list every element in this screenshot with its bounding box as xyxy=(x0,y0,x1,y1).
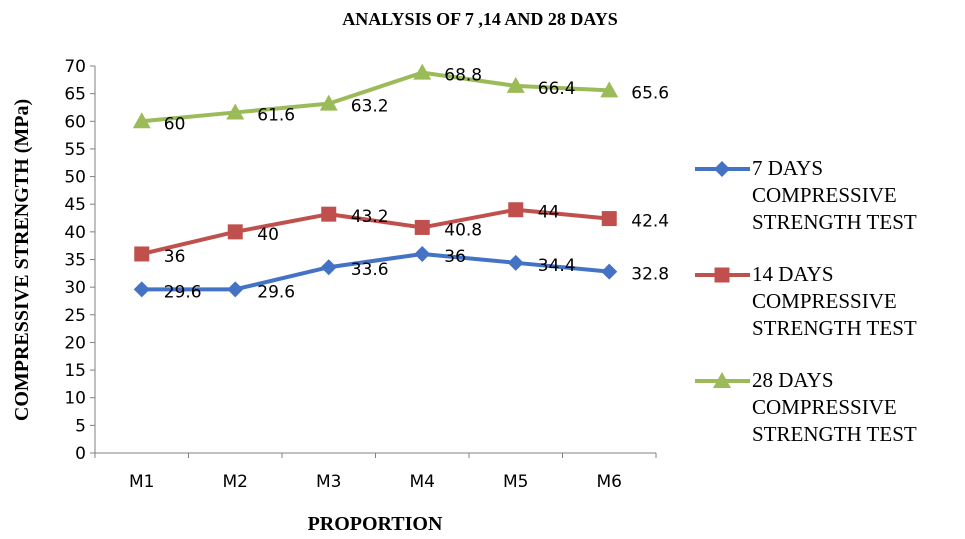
y-tick-label: 30 xyxy=(64,278,86,298)
series-line xyxy=(141,70,610,124)
data-point xyxy=(226,103,245,120)
data-label: 32.8 xyxy=(631,265,669,285)
data-point xyxy=(507,254,524,271)
data-point xyxy=(319,94,338,111)
legend-label: 7 DAYS xyxy=(752,156,823,180)
y-tick-label: 65 xyxy=(64,85,86,105)
legend-label: COMPRESSIVE xyxy=(752,395,897,419)
y-tick-label: 20 xyxy=(64,333,86,353)
series-line xyxy=(141,251,610,292)
y-tick-label: 40 xyxy=(64,223,86,243)
series-2: 36 40 43.2 40.8 44 42.4 xyxy=(134,202,669,267)
data-label: 33.6 xyxy=(351,260,389,280)
y-axis-title: COMPRESSIVE STRENGTH (MPa) xyxy=(11,99,33,421)
y-tick-label: 0 xyxy=(75,444,86,464)
y-tick-label: 50 xyxy=(64,168,86,188)
x-tick-label: M1 xyxy=(129,472,154,492)
legend-label: 28 DAYS xyxy=(752,368,834,392)
data-label: 36 xyxy=(164,247,186,267)
data-label: 63.2 xyxy=(351,97,389,117)
y-tick-label: 25 xyxy=(64,306,86,326)
data-label: 40.8 xyxy=(444,220,482,240)
data-label: 36 xyxy=(444,247,466,267)
legend: 7 DAYS COMPRESSIVE STRENGTH TEST 14 DAYS COM… xyxy=(695,156,917,446)
data-label: 34.4 xyxy=(538,256,576,276)
y-tick-label: 60 xyxy=(64,112,86,132)
y-tick-label: 35 xyxy=(64,251,86,271)
data-label: 43.2 xyxy=(351,207,389,227)
x-axis-title: PROPORTION xyxy=(308,513,443,535)
legend-label: STRENGTH TEST xyxy=(752,210,917,234)
data-label: 68.8 xyxy=(444,66,482,86)
data-label: 66.4 xyxy=(538,79,576,99)
series-1: 29.6 29.6 33.6 36 34.4 32.8 xyxy=(133,245,669,302)
data-point xyxy=(506,76,525,93)
x-tick-label: M2 xyxy=(223,472,248,492)
data-label: 65.6 xyxy=(631,83,669,103)
data-label: 29.6 xyxy=(257,282,295,302)
y-tick-label: 55 xyxy=(64,140,86,160)
axes: 0 5 10 15 20 25 30 35 40 45 50 55 60 65 70 M1 M2 M3 M4 M5 M6 xyxy=(64,57,657,492)
data-point xyxy=(600,81,619,98)
x-tick-label: M3 xyxy=(316,472,341,492)
legend-label: COMPRESSIVE xyxy=(752,289,897,313)
data-label: 29.6 xyxy=(164,282,202,302)
legend-swatch-marker xyxy=(714,161,730,177)
y-tick-label: 45 xyxy=(64,195,86,215)
y-tick-label: 10 xyxy=(64,389,86,409)
data-point xyxy=(320,259,337,276)
legend-label: STRENGTH TEST xyxy=(752,316,917,340)
legend-label: STRENGTH TEST xyxy=(752,422,917,446)
data-point xyxy=(414,219,430,235)
legend-swatch-marker xyxy=(713,372,731,388)
data-point xyxy=(414,245,431,262)
data-point xyxy=(227,224,243,240)
x-tick-label: M4 xyxy=(410,472,435,492)
data-label: 44 xyxy=(538,203,560,223)
series-layer: 29.6 29.6 33.6 36 34.4 32.8 36 40 43.2 40.8 44 42.4… xyxy=(132,63,669,302)
y-tick-label: 15 xyxy=(64,361,86,381)
data-label: 61.6 xyxy=(257,105,295,125)
chart-title: ANALYSIS OF 7 ,14 AND 28 DAYS xyxy=(342,9,618,29)
x-tick-label: M6 xyxy=(597,472,622,492)
x-tick-label: M5 xyxy=(503,472,528,492)
data-label: 42.4 xyxy=(631,212,669,232)
legend-label: COMPRESSIVE xyxy=(752,183,897,207)
data-label: 60 xyxy=(164,114,186,134)
legend-label: 14 DAYS xyxy=(752,262,834,286)
data-point xyxy=(133,281,150,298)
y-tick-label: 70 xyxy=(64,57,86,77)
series-3: 60 61.6 63.2 68.8 66.4 65.6 xyxy=(132,63,669,134)
data-label: 40 xyxy=(257,225,279,245)
data-point xyxy=(132,112,151,129)
series-line xyxy=(141,207,610,256)
data-point xyxy=(134,246,150,262)
data-point xyxy=(227,281,244,298)
legend-swatch-marker xyxy=(714,267,730,283)
data-point xyxy=(413,63,432,80)
data-point xyxy=(508,202,524,218)
y-tick-label: 5 xyxy=(75,416,86,436)
data-point xyxy=(601,263,618,280)
data-point xyxy=(601,211,617,227)
legend-entry-1: 7 DAYS COMPRESSIVE STRENGTH TEST xyxy=(695,156,917,234)
legend-entry-3: 28 DAYS COMPRESSIVE STRENGTH TEST xyxy=(695,368,917,446)
data-point xyxy=(321,206,337,222)
legend-entry-2: 14 DAYS COMPRESSIVE STRENGTH TEST xyxy=(695,262,917,340)
